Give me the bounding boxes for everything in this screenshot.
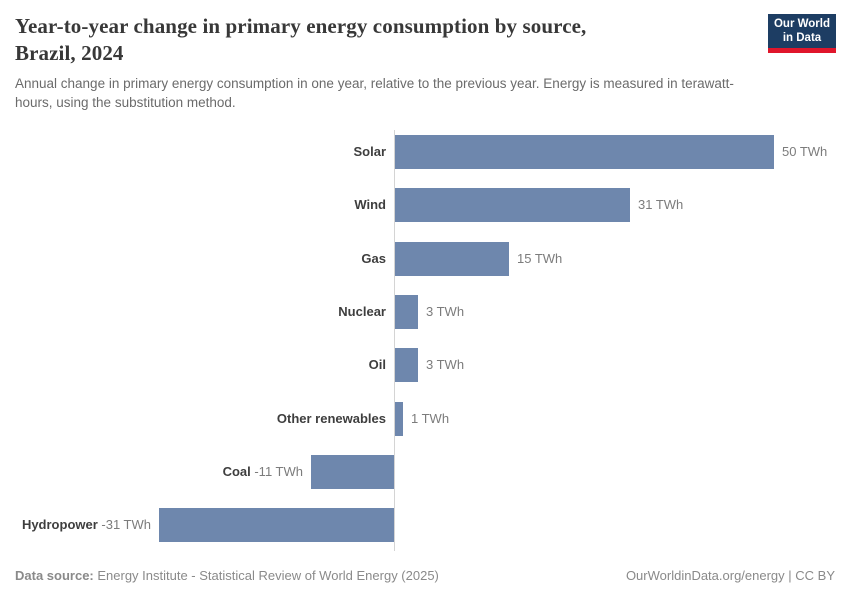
bar-wind[interactable] bbox=[395, 188, 630, 222]
bar-coal[interactable] bbox=[311, 455, 394, 489]
title-line2: Brazil, 2024 bbox=[15, 41, 124, 65]
bar-other-renewables[interactable] bbox=[395, 402, 403, 436]
value-label-wind: 31 TWh bbox=[638, 197, 684, 212]
owid-logo-line2: in Data bbox=[782, 31, 822, 44]
bar-gas[interactable] bbox=[395, 242, 509, 276]
value-label-solar: 50 TWh bbox=[782, 144, 828, 159]
value-label-nuclear: 3 TWh bbox=[426, 304, 465, 319]
owid-logo-line1: Our World bbox=[773, 18, 830, 30]
category-label-hydropower: Hydropower bbox=[21, 517, 98, 532]
category-label-oil: Oil bbox=[368, 357, 386, 372]
data-source-value: Energy Institute - Statistical Review of… bbox=[93, 568, 439, 583]
zero-axis-line bbox=[394, 130, 395, 551]
owid-credit-link[interactable]: OurWorldinData.org/energy | CC BY bbox=[625, 568, 835, 583]
value-label-gas: 15 TWh bbox=[517, 251, 563, 266]
title-line1: Year-to-year change in primary energy co… bbox=[15, 14, 587, 38]
bar-nuclear[interactable] bbox=[395, 295, 418, 329]
bar-hydropower[interactable] bbox=[159, 508, 394, 542]
chart-subtitle: Annual change in primary energy consumpt… bbox=[15, 76, 734, 110]
category-label-solar: Solar bbox=[353, 144, 386, 159]
value-label-oil: 3 TWh bbox=[426, 357, 465, 372]
value-label-hydropower: -31 TWh bbox=[97, 517, 151, 532]
category-label-gas: Gas bbox=[361, 251, 386, 266]
page-title: Year-to-year change in primary energy co… bbox=[15, 13, 586, 67]
bar-solar[interactable] bbox=[395, 135, 774, 169]
category-value-label-hydropower: Hydropower -31 TWh bbox=[0, 515, 151, 535]
category-label-nuclear: Nuclear bbox=[338, 304, 386, 319]
owid-logo[interactable]: Our World in Data bbox=[768, 14, 836, 53]
category-label-wind: Wind bbox=[354, 197, 386, 212]
data-source-label: Data source: bbox=[15, 568, 94, 583]
category-label-other-renewables: Other renewables bbox=[276, 411, 386, 426]
bar-oil[interactable] bbox=[395, 348, 418, 382]
data-source-note: Data source: Energy Institute - Statisti… bbox=[15, 567, 439, 585]
category-value-label-coal: Coal -11 TWh bbox=[0, 462, 303, 482]
value-label-coal: -11 TWh bbox=[250, 464, 303, 479]
category-label-coal: Coal bbox=[222, 464, 251, 479]
value-label-other-renewables: 1 TWh bbox=[411, 411, 450, 426]
chart-footer: Data source: Energy Institute - Statisti… bbox=[15, 567, 835, 585]
